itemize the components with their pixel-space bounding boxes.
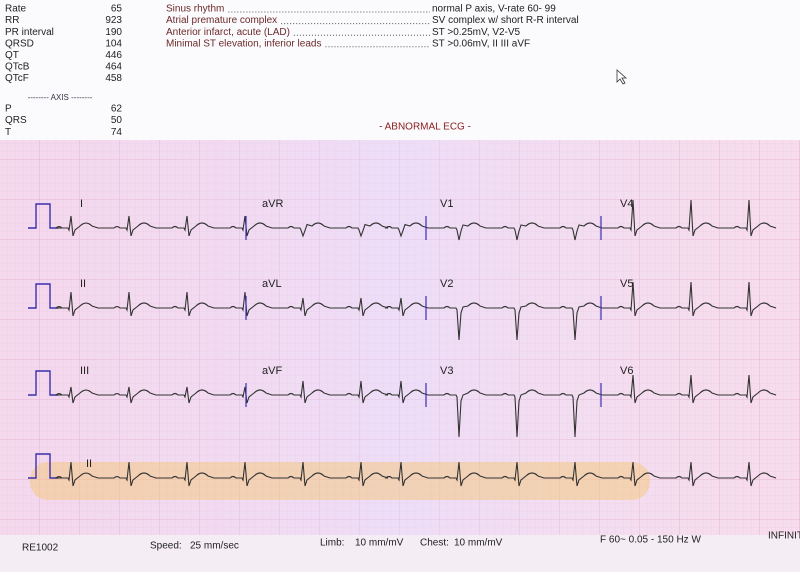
footer-area xyxy=(0,535,800,572)
lead-label: aVF xyxy=(262,365,282,377)
calibration-pulse xyxy=(28,453,58,479)
measure-label: Rate xyxy=(5,4,27,15)
chest-label: Chest: xyxy=(420,538,449,549)
lead-label: V2 xyxy=(440,278,453,290)
axis-heading: -------- AXIS -------- xyxy=(28,93,93,102)
calibration-pulse xyxy=(28,283,58,309)
lead-label: V5 xyxy=(620,278,633,290)
measure-value: 65 xyxy=(111,4,123,15)
lead-label: V1 xyxy=(440,198,453,210)
axis-label: T xyxy=(5,127,11,138)
limb-label: Limb: xyxy=(320,538,344,549)
measure-value: 458 xyxy=(105,73,122,84)
lead-label: II xyxy=(80,278,86,290)
ecg-trace xyxy=(54,281,777,341)
lead-label: aVL xyxy=(262,278,282,290)
measure-label: QT xyxy=(5,50,19,61)
calibration-pulse xyxy=(28,203,58,229)
header-area xyxy=(0,0,800,140)
measure-label: QTcB xyxy=(5,62,30,73)
calibration-pulse xyxy=(28,370,58,396)
criteria: SV complex w/ short R-R interval xyxy=(432,15,579,26)
finding: Minimal ST elevation, inferior leads xyxy=(166,38,321,49)
lead-label: III xyxy=(80,365,89,377)
limb: 10 mm/mV xyxy=(355,538,404,549)
axis-value: 74 xyxy=(111,127,123,138)
ecg-trace xyxy=(54,461,777,487)
summary: - ABNORMAL ECG - xyxy=(379,122,471,133)
criteria: normal P axis, V-rate 60- 99 xyxy=(432,4,556,15)
finding: Anterior infarct, acute (LAD) xyxy=(166,27,290,38)
ecg-trace xyxy=(54,199,777,241)
lead-label: V4 xyxy=(620,198,633,210)
speed-label: Speed: xyxy=(150,541,182,552)
ecg-trace xyxy=(54,374,777,438)
header: Rate 65 RR 923 PR interval 190 QRSD 104 QT 446 QTc… xyxy=(5,4,579,138)
measure-value: 923 xyxy=(105,15,122,26)
measure-label: PR interval xyxy=(5,27,54,38)
footer: RE1002 Speed: 25 mm/sec Limb: 10 mm/mV C… xyxy=(22,531,800,554)
lead-label: V6 xyxy=(620,365,633,377)
lead-label: V3 xyxy=(440,365,453,377)
measure-label: QRSD xyxy=(5,38,34,49)
axis-value: 62 xyxy=(111,104,123,115)
measure-label: QTcF xyxy=(5,73,29,84)
measure-value: 104 xyxy=(105,38,122,49)
axis-label: P xyxy=(5,104,12,115)
lead-label: aVR xyxy=(262,198,283,210)
criteria: ST >0.06mV, II III aVF xyxy=(432,38,530,49)
axis-label: QRS xyxy=(5,115,27,126)
filter: F 60~ 0.05 - 150 Hz W xyxy=(600,535,701,546)
speed: 25 mm/sec xyxy=(190,541,239,552)
lead-label: I xyxy=(80,198,83,210)
device-id: RE1002 xyxy=(22,543,59,554)
criteria: ST >0.25mV, V2-V5 xyxy=(432,27,521,38)
mouse-cursor xyxy=(616,69,628,85)
chest: 10 mm/mV xyxy=(454,538,503,549)
finding: Atrial premature complex xyxy=(166,15,277,26)
measure-label: RR xyxy=(5,15,19,26)
measure-value: 190 xyxy=(105,27,122,38)
axis-value: 50 xyxy=(111,115,123,126)
brand: INFINITY xyxy=(768,531,800,542)
finding: Sinus rhythm xyxy=(166,4,224,15)
measure-value: 464 xyxy=(105,62,122,73)
measure-value: 446 xyxy=(105,50,122,61)
highlight xyxy=(30,462,650,500)
lead-label: II xyxy=(86,458,92,470)
